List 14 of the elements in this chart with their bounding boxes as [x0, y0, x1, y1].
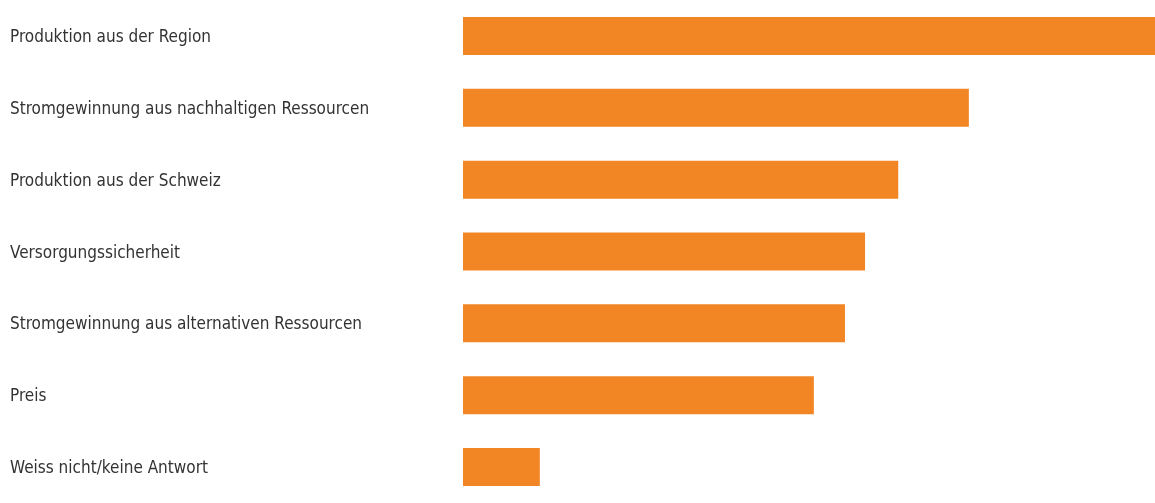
bar	[463, 376, 814, 415]
bar	[463, 304, 845, 343]
bar	[463, 448, 540, 487]
bar	[463, 232, 866, 271]
y-tick-label: Preis	[10, 385, 47, 406]
y-tick-label: Stromgewinnung aus nachhaltigen Ressourcen	[10, 97, 370, 118]
y-tick-label: Versorgungssicherheit	[10, 241, 181, 262]
y-tick-label: Produktion aus der Region	[10, 25, 212, 46]
y-tick-label: Weiss nicht/keine Antwort	[10, 457, 208, 478]
bar	[463, 16, 1155, 55]
bar	[463, 88, 969, 127]
y-tick-label: Produktion aus der Schweiz	[10, 169, 221, 190]
y-tick-label: Stromgewinnung aus alternativen Ressourcen	[10, 313, 363, 334]
bar	[463, 160, 899, 199]
